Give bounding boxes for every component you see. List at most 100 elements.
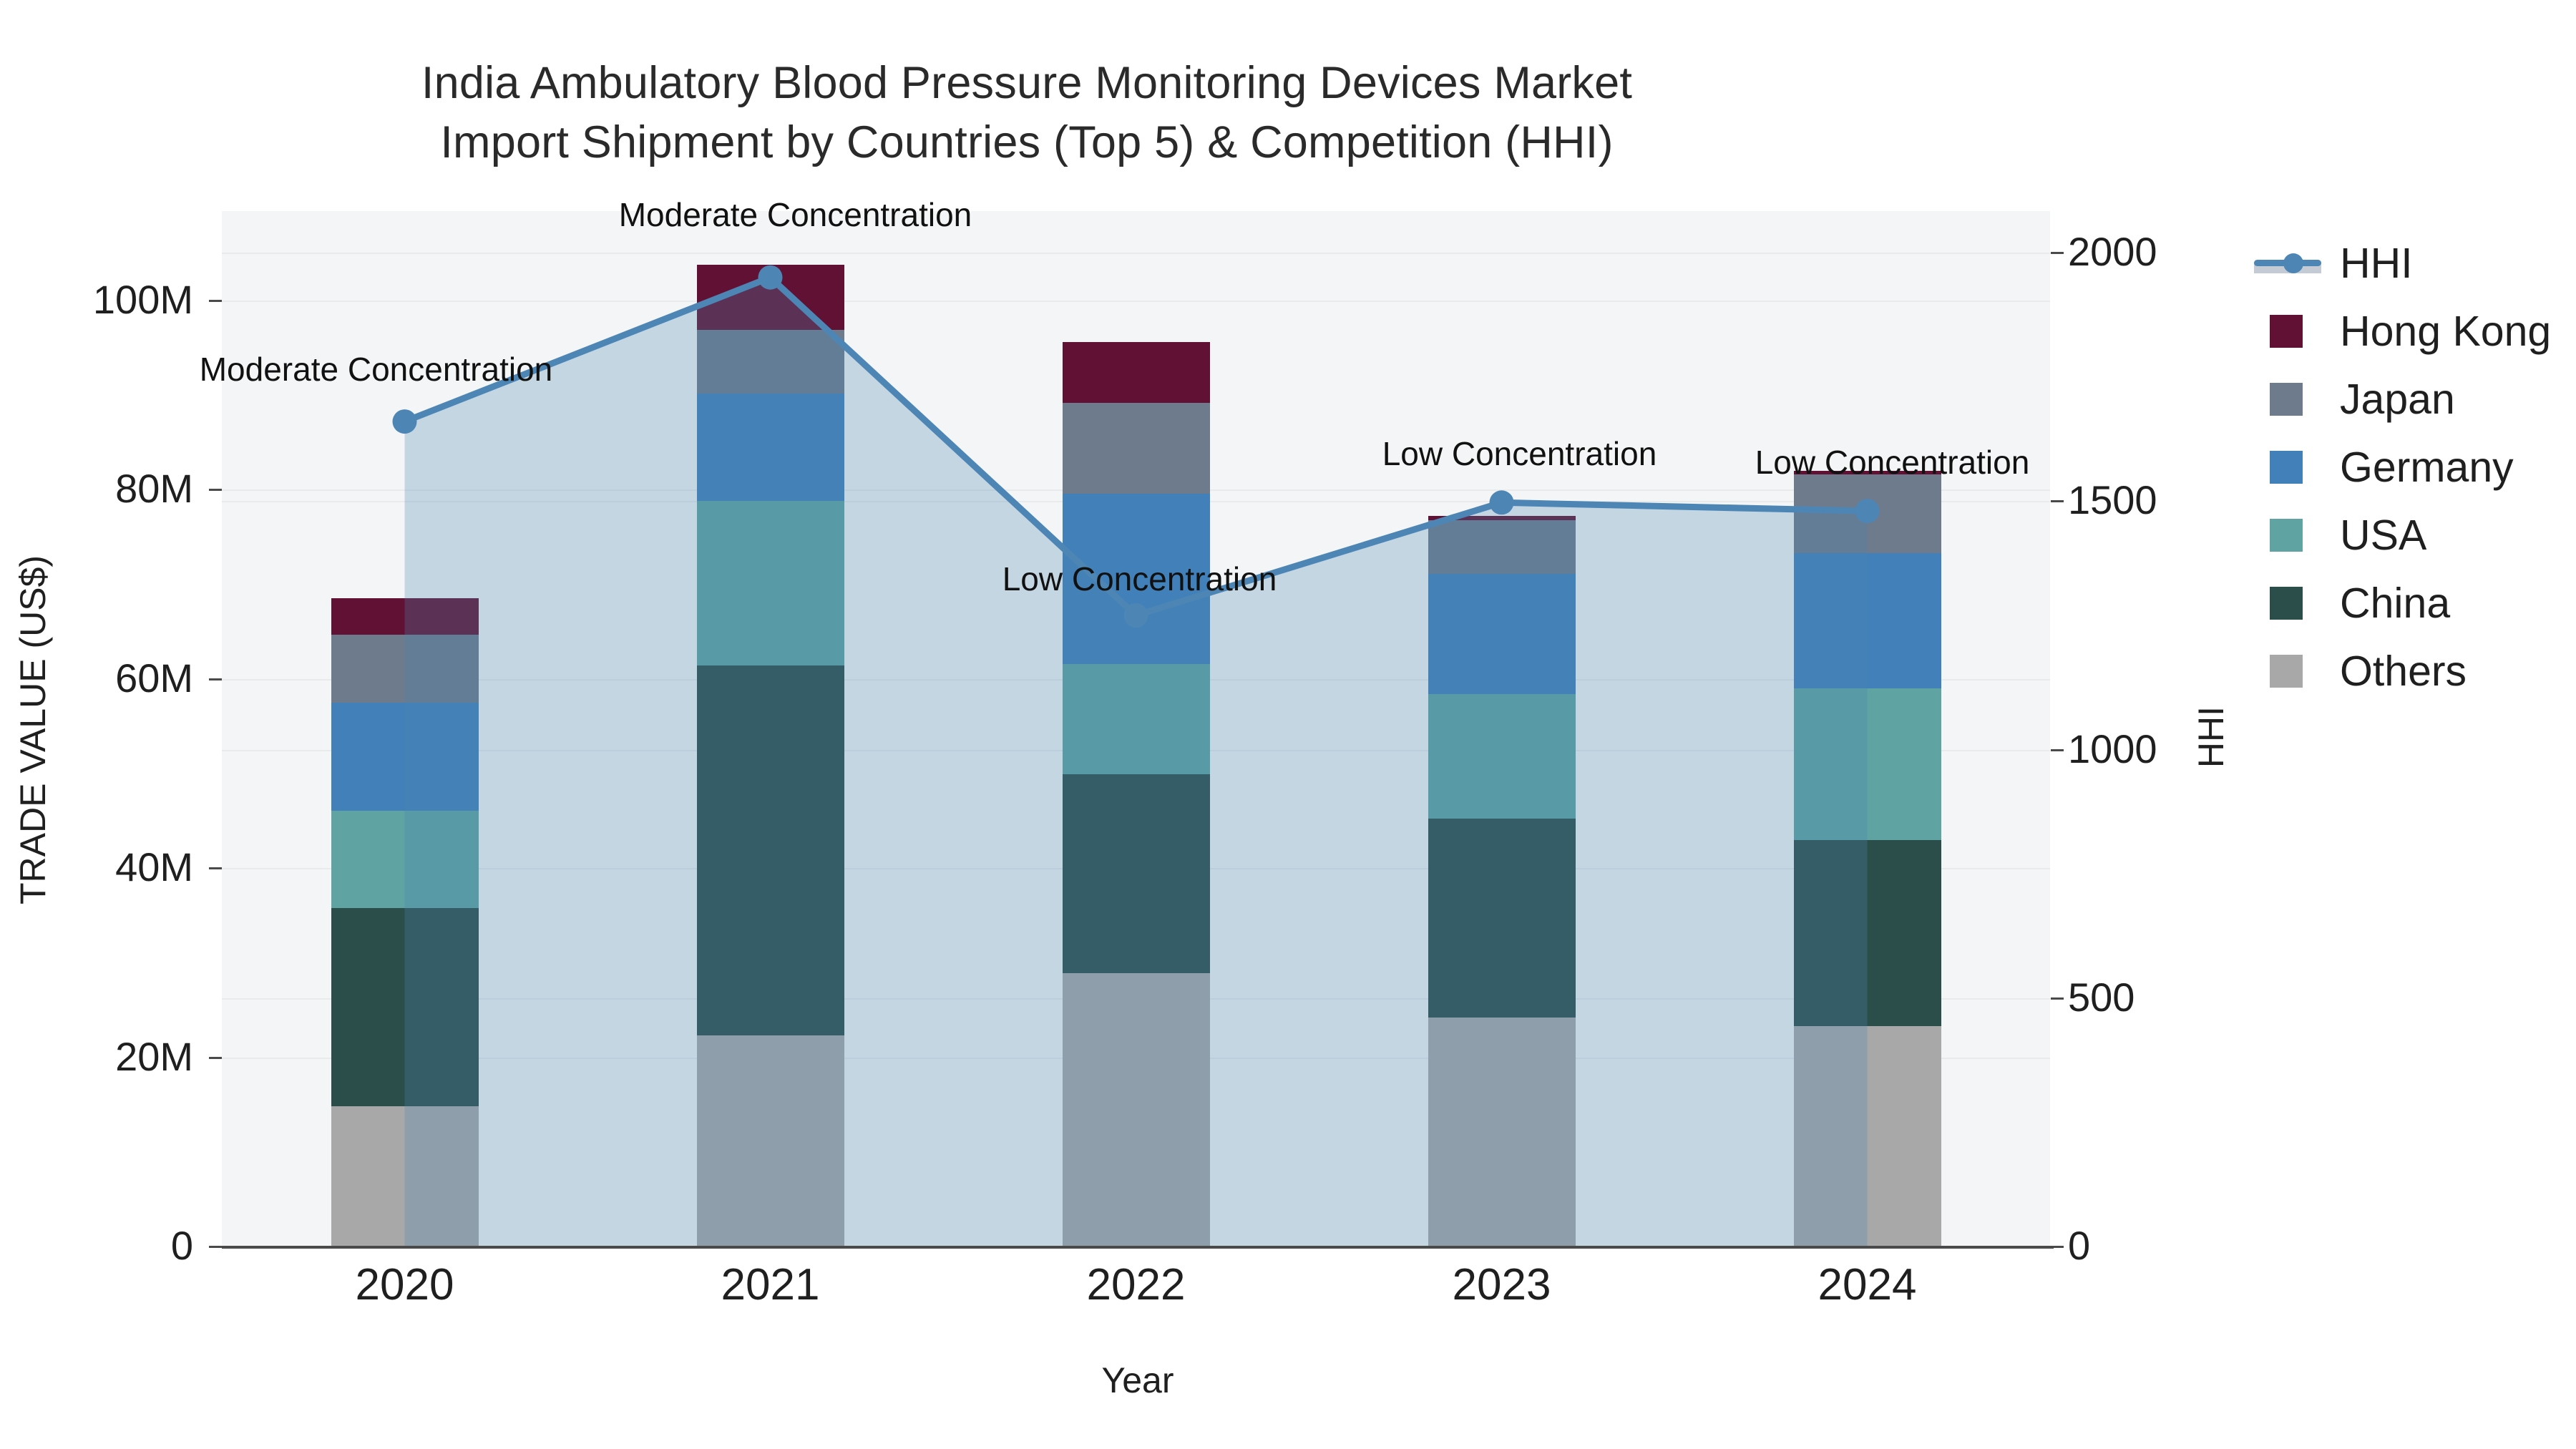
bar-segment-2022-usa[interactable] xyxy=(1062,663,1210,775)
y-tick-mark-right-1500 xyxy=(2051,500,2064,503)
bar-segment-2022-others[interactable] xyxy=(1062,972,1210,1246)
bar-segment-2023-others[interactable] xyxy=(1428,1018,1576,1246)
legend-item-japan[interactable]: Japan xyxy=(2254,365,2569,433)
legend-color-swatch-icon xyxy=(2270,586,2303,620)
legend-swatch-wrap xyxy=(2254,297,2340,365)
bar-segment-2023-japan[interactable] xyxy=(1428,519,1576,575)
bar-segment-2020-usa[interactable] xyxy=(331,810,479,908)
hhi-marker-2021[interactable] xyxy=(758,265,783,290)
legend-swatch-wrap xyxy=(2254,637,2340,705)
bar-segment-2022-china[interactable] xyxy=(1062,774,1210,973)
legend-item-others[interactable]: Others xyxy=(2254,637,2569,705)
legend-item-hhi[interactable]: HHI xyxy=(2254,229,2569,297)
legend-swatch-wrap xyxy=(2254,501,2340,569)
chart-title-line-2: Import Shipment by Countries (Top 5) & C… xyxy=(440,117,1614,168)
y-tick-left-40000000: 40M xyxy=(115,844,193,890)
y-tick-left-100000000: 100M xyxy=(92,277,193,322)
legend-label: Japan xyxy=(2340,375,2455,423)
bar-segment-2021-germany[interactable] xyxy=(696,393,844,502)
annotation-2022: Low Concentration xyxy=(1002,560,1277,597)
bar-segment-2020-japan[interactable] xyxy=(331,634,479,703)
bar-segment-2020-china[interactable] xyxy=(331,907,479,1107)
legend-swatch-wrap xyxy=(2254,433,2340,501)
y-tick-left-60000000: 60M xyxy=(115,655,193,701)
y-tick-mark-left-20000000 xyxy=(209,1056,222,1059)
gridline-left-100000000 xyxy=(222,301,2050,302)
bar-segment-2021-japan[interactable] xyxy=(696,330,844,394)
hhi-marker-2022[interactable] xyxy=(1123,603,1148,628)
hhi-marker-2020[interactable] xyxy=(392,409,417,434)
bar-stack-2020[interactable] xyxy=(331,211,479,1246)
legend-swatch-wrap xyxy=(2254,229,2340,297)
legend-item-hong-kong[interactable]: Hong Kong xyxy=(2254,297,2569,365)
plot-inner xyxy=(222,211,2050,1246)
annotation-2024: Low Concentration xyxy=(1755,444,2030,482)
y-tick-mark-left-40000000 xyxy=(209,867,222,870)
bar-segment-2023-usa[interactable] xyxy=(1428,693,1576,819)
y-tick-mark-right-500 xyxy=(2051,997,2064,1000)
x-tick-2020: 2020 xyxy=(355,1260,454,1309)
x-axis-title: Year xyxy=(1101,1360,1174,1400)
y-tick-right-2000: 2000 xyxy=(2068,229,2157,274)
y-tick-left-20000000: 20M xyxy=(115,1033,193,1079)
bar-segment-2021-china[interactable] xyxy=(696,665,844,1036)
bar-segment-2022-hong-kong[interactable] xyxy=(1062,342,1210,403)
bar-segment-2022-japan[interactable] xyxy=(1062,402,1210,494)
y-tick-right-1000: 1000 xyxy=(2068,726,2157,771)
bar-stack-2024[interactable] xyxy=(1793,211,1941,1246)
hhi-overlay xyxy=(392,265,1880,1246)
legend-item-usa[interactable]: USA xyxy=(2254,501,2569,569)
annotation-2020: Moderate Concentration xyxy=(199,351,553,389)
bar-stack-2023[interactable] xyxy=(1428,211,1576,1246)
legend-color-swatch-icon xyxy=(2270,518,2303,552)
plot-area xyxy=(222,211,2050,1246)
y-tick-mark-right-2000 xyxy=(2051,252,2064,254)
legend-color-swatch-icon xyxy=(2270,450,2303,484)
legend-label: Others xyxy=(2340,647,2467,695)
hhi-marker-2023[interactable] xyxy=(1489,490,1514,515)
legend-marker-dot-icon xyxy=(2283,253,2303,273)
y-tick-mark-right-0 xyxy=(2051,1246,2064,1248)
bar-segment-2021-others[interactable] xyxy=(696,1035,844,1246)
legend-label: HHI xyxy=(2340,239,2413,287)
hhi-marker-2024[interactable] xyxy=(1855,499,1880,524)
bar-segment-2023-china[interactable] xyxy=(1428,819,1576,1018)
legend-label: China xyxy=(2340,579,2451,627)
bar-segment-2024-others[interactable] xyxy=(1793,1025,1941,1246)
bar-segment-2022-germany[interactable] xyxy=(1062,493,1210,664)
legend-color-swatch-icon xyxy=(2270,382,2303,416)
legend-label: USA xyxy=(2340,511,2427,559)
bar-stack-2021[interactable] xyxy=(696,211,844,1246)
y-tick-left-0: 0 xyxy=(170,1223,193,1268)
legend-swatch-wrap xyxy=(2254,365,2340,433)
bar-segment-2023-germany[interactable] xyxy=(1428,574,1576,694)
bar-segment-2020-germany[interactable] xyxy=(331,702,479,811)
x-tick-2022: 2022 xyxy=(1086,1260,1186,1309)
bar-segment-2020-hong-kong[interactable] xyxy=(331,598,479,635)
chart-title-line-1: India Ambulatory Blood Pressure Monitori… xyxy=(421,58,1633,108)
bar-segment-2024-hong-kong[interactable] xyxy=(1793,470,1941,475)
annotation-2021: Moderate Concentration xyxy=(618,195,972,233)
bar-segment-2021-usa[interactable] xyxy=(696,501,844,666)
x-tick-2024: 2024 xyxy=(1818,1260,1917,1309)
bar-segment-2024-china[interactable] xyxy=(1793,839,1941,1026)
bar-segment-2024-germany[interactable] xyxy=(1793,553,1941,689)
bar-stack-2022[interactable] xyxy=(1062,211,1210,1246)
annotation-2023: Low Concentration xyxy=(1382,435,1657,473)
legend-item-china[interactable]: China xyxy=(2254,569,2569,637)
y-tick-right-500: 500 xyxy=(2068,974,2135,1020)
x-axis-spine xyxy=(222,1246,2054,1249)
bar-segment-2024-usa[interactable] xyxy=(1793,688,1941,840)
legend-swatch-wrap xyxy=(2254,569,2340,637)
y-tick-mark-right-1000 xyxy=(2051,748,2064,751)
bar-segment-2020-others[interactable] xyxy=(331,1106,479,1246)
y-axis-title-left-text: TRADE VALUE (US$) xyxy=(13,555,53,905)
legend-label: Hong Kong xyxy=(2340,307,2552,355)
gridline-right-2000 xyxy=(222,253,2050,254)
bar-segment-2023-hong-kong[interactable] xyxy=(1428,516,1576,520)
y-tick-mark-left-80000000 xyxy=(209,489,222,492)
legend-item-germany[interactable]: Germany xyxy=(2254,433,2569,501)
legend-color-swatch-icon xyxy=(2270,654,2303,688)
legend-color-swatch-icon xyxy=(2270,314,2303,348)
